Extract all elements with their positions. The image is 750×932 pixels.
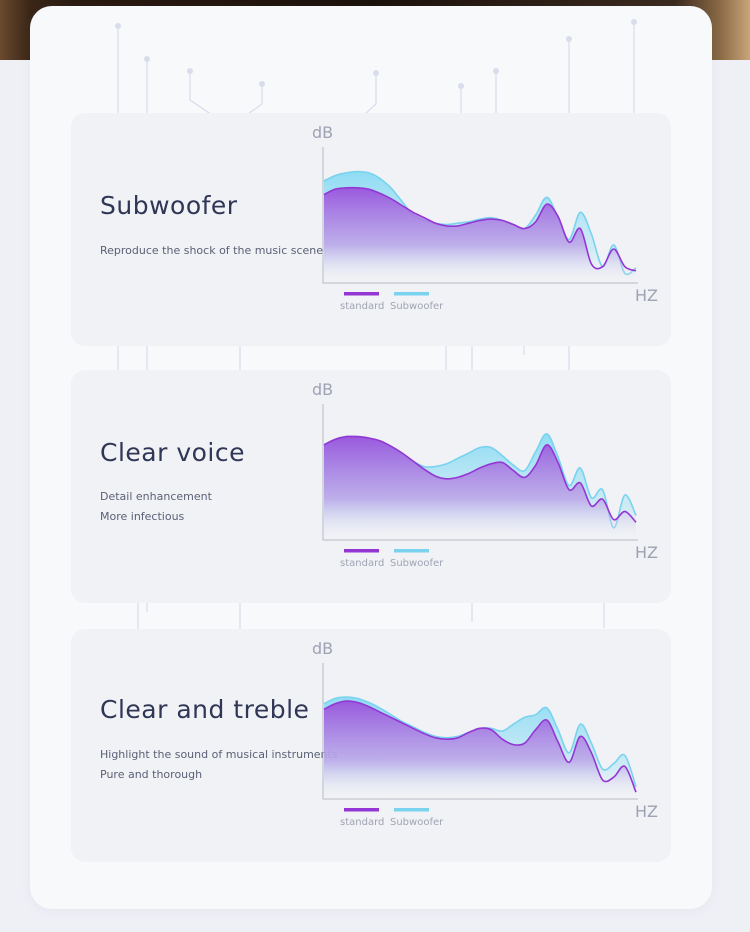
card-subwoofer: Subwoofer Reproduce the shock of the mus…	[71, 113, 671, 346]
series-line-standard	[323, 186, 637, 272]
legend-label-standard: standard	[340, 817, 384, 828]
legend-label-subwoofer: Subwoofer	[390, 301, 444, 312]
legend-swatch-standard	[344, 549, 379, 553]
card-title: Subwoofer	[100, 191, 238, 220]
chart-axes	[322, 404, 638, 541]
card-description: Highlight the sound of musical instrumen…	[100, 745, 338, 784]
y-axis-label: dB	[312, 123, 333, 142]
legend-swatch-subwoofer	[394, 808, 429, 812]
chart-axes	[322, 147, 638, 284]
series-area-standard	[324, 436, 636, 540]
x-axis-label: HZ	[635, 286, 658, 305]
card-description: Reproduce the shock of the music scene	[100, 241, 323, 261]
legend-swatch-standard	[344, 292, 379, 296]
y-axis-label: dB	[312, 380, 333, 399]
legend-label-subwoofer: Subwoofer	[390, 558, 444, 569]
x-axis-label: HZ	[635, 802, 658, 821]
legend-label-standard: standard	[340, 301, 384, 312]
legend-label-standard: standard	[340, 558, 384, 569]
legend-label-subwoofer: Subwoofer	[390, 817, 444, 828]
series-line-standard	[323, 435, 637, 523]
description-line: Pure and thorough	[100, 767, 203, 781]
x-axis-label: HZ	[635, 543, 658, 562]
series-area-standard	[324, 701, 636, 799]
series-line-subwoofer	[323, 170, 637, 276]
series-area-standard	[324, 187, 636, 283]
y-axis-label: dB	[312, 639, 333, 658]
card-title: Clear and treble	[100, 695, 310, 724]
description-line: Reproduce the shock of the music scene	[100, 244, 324, 257]
description-line: Highlight the sound of musical instrumen…	[100, 748, 338, 761]
card-clear-voice: Clear voice Detail enhancement More infe…	[71, 370, 671, 603]
card-description: Detail enhancement More infectious	[100, 487, 212, 526]
card-title: Clear voice	[100, 438, 245, 467]
chart-axes	[322, 663, 638, 800]
legend-swatch-subwoofer	[394, 292, 429, 296]
description-line: Detail enhancement	[100, 490, 212, 503]
frequency-response-chart: dB HZ standard Subwoofer	[312, 123, 658, 312]
series-line-standard	[323, 700, 637, 793]
card-clear-and-treble: Clear and treble Highlight the sound of …	[71, 629, 671, 862]
legend-swatch-subwoofer	[394, 549, 429, 553]
frequency-response-chart: dB HZ standard Subwoofer	[312, 380, 658, 569]
frequency-response-chart: dB HZ standard Subwoofer	[312, 639, 658, 828]
description-line: More infectious	[100, 509, 185, 523]
legend-swatch-standard	[344, 808, 379, 812]
